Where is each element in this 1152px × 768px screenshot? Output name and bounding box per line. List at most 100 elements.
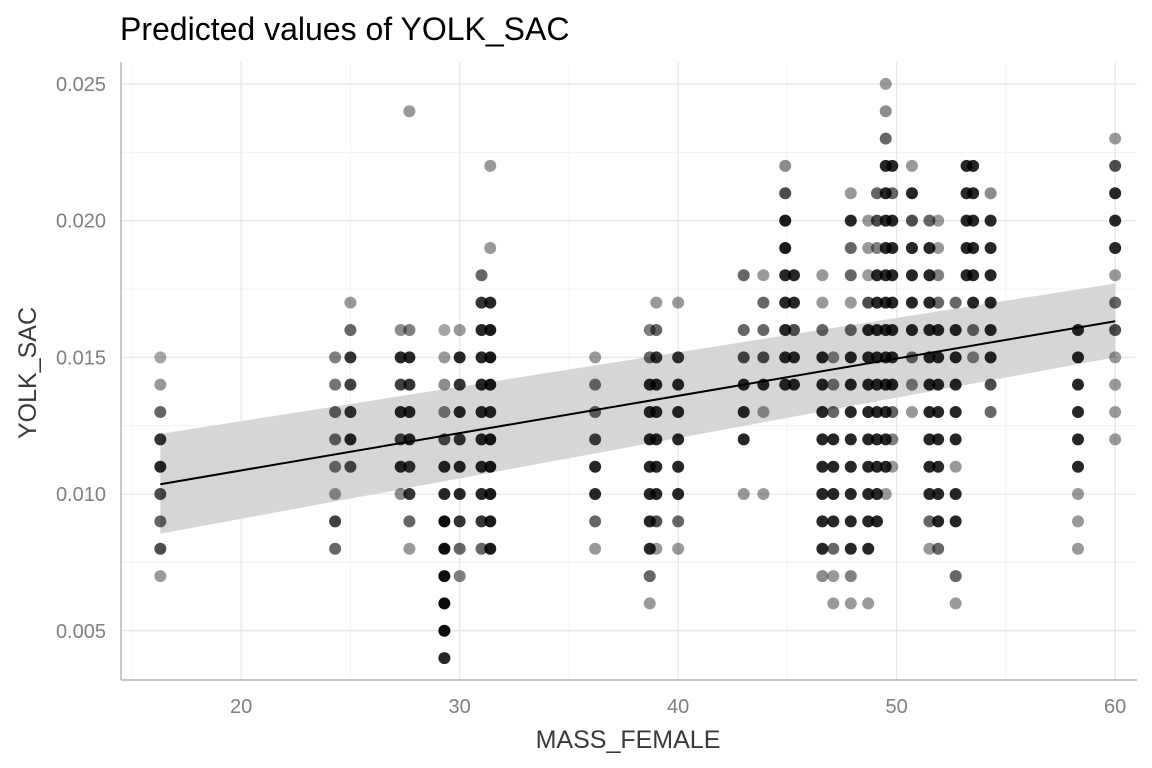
data-point	[787, 351, 800, 364]
data-point	[672, 406, 685, 419]
data-point	[643, 542, 656, 555]
data-point	[643, 597, 656, 610]
data-point	[329, 515, 342, 528]
data-point	[438, 406, 451, 419]
data-point	[394, 460, 407, 473]
data-point	[967, 214, 980, 227]
data-point	[862, 406, 875, 419]
data-point	[757, 269, 770, 282]
confidence-band	[160, 283, 1116, 534]
data-point	[827, 433, 840, 446]
data-point	[475, 378, 488, 391]
data-point	[967, 323, 980, 336]
data-point	[886, 433, 899, 446]
data-point	[650, 323, 663, 336]
data-point	[844, 570, 857, 583]
data-point	[589, 406, 602, 419]
data-point	[862, 488, 875, 501]
data-point	[475, 269, 488, 282]
data-point	[154, 378, 167, 391]
data-point	[886, 187, 899, 200]
data-point	[737, 433, 750, 446]
data-point	[1109, 132, 1122, 145]
data-point	[923, 542, 936, 555]
data-point	[589, 433, 602, 446]
data-point	[779, 269, 792, 282]
data-point	[484, 378, 497, 391]
data-point	[949, 488, 962, 501]
data-point	[154, 351, 167, 364]
data-point	[438, 515, 451, 528]
data-point	[787, 296, 800, 309]
data-point	[344, 323, 357, 336]
data-point	[453, 323, 466, 336]
data-point	[879, 77, 892, 90]
data-point	[475, 460, 488, 473]
data-point	[394, 488, 407, 501]
data-point	[589, 460, 602, 473]
data-point	[344, 378, 357, 391]
data-point	[438, 351, 451, 364]
data-point	[816, 269, 829, 282]
data-point	[672, 542, 685, 555]
data-point	[932, 241, 945, 254]
data-point	[932, 460, 945, 473]
data-point	[650, 296, 663, 309]
data-point	[329, 378, 342, 391]
x-tick-label: 50	[886, 696, 908, 718]
data-point	[886, 406, 899, 419]
data-point	[475, 433, 488, 446]
data-point	[816, 406, 829, 419]
data-point	[672, 515, 685, 528]
data-point	[816, 570, 829, 583]
data-point	[1072, 542, 1085, 555]
data-point	[886, 214, 899, 227]
data-point	[344, 433, 357, 446]
data-point	[737, 488, 750, 501]
data-point	[154, 433, 167, 446]
data-point	[453, 515, 466, 528]
data-point	[484, 460, 497, 473]
data-point	[984, 269, 997, 282]
data-point	[475, 515, 488, 528]
data-point	[1109, 241, 1122, 254]
data-point	[329, 351, 342, 364]
data-point	[344, 351, 357, 364]
data-point	[589, 488, 602, 501]
data-point	[984, 214, 997, 227]
data-point	[1072, 351, 1085, 364]
data-point	[949, 296, 962, 309]
data-point	[403, 488, 416, 501]
data-point	[650, 542, 663, 555]
data-point	[905, 406, 918, 419]
data-point	[879, 105, 892, 118]
chart-title: Predicted values of YOLK_SAC	[120, 11, 569, 47]
data-point	[967, 351, 980, 364]
data-point	[870, 241, 883, 254]
data-point	[650, 515, 663, 528]
x-tick-label: 20	[230, 696, 252, 718]
data-point	[862, 323, 875, 336]
data-point	[923, 488, 936, 501]
data-point	[844, 378, 857, 391]
data-point	[870, 378, 883, 391]
data-point	[403, 542, 416, 555]
data-point	[1109, 159, 1122, 172]
data-point	[484, 351, 497, 364]
data-point	[816, 460, 829, 473]
data-point	[484, 488, 497, 501]
data-point	[862, 269, 875, 282]
data-point	[932, 378, 945, 391]
y-tick-label: 0.025	[56, 74, 106, 96]
data-point	[870, 296, 883, 309]
data-point	[844, 488, 857, 501]
data-point	[484, 323, 497, 336]
data-point	[650, 351, 663, 364]
data-point	[779, 241, 792, 254]
data-point	[779, 159, 792, 172]
data-point	[984, 323, 997, 336]
data-point	[844, 406, 857, 419]
data-point	[438, 323, 451, 336]
data-point	[403, 460, 416, 473]
data-point	[984, 187, 997, 200]
